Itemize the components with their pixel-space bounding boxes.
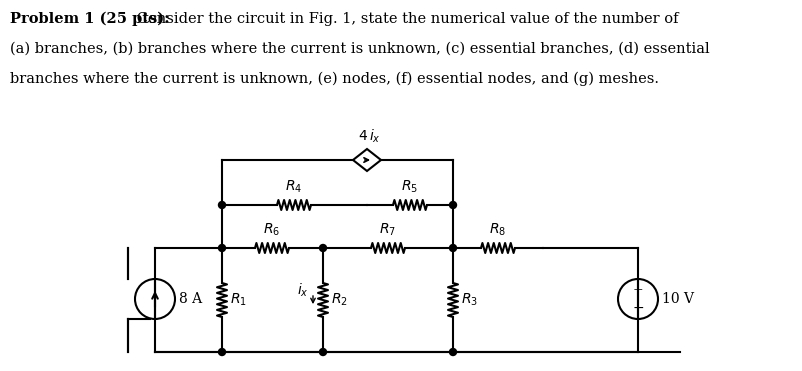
Text: $R_3$: $R_3$: [461, 292, 478, 308]
Text: $R_4$: $R_4$: [286, 178, 302, 195]
Text: $R_1$: $R_1$: [230, 292, 247, 308]
Text: Consider the circuit in Fig. 1, state the numerical value of the number of: Consider the circuit in Fig. 1, state th…: [132, 12, 678, 26]
Circle shape: [449, 201, 456, 209]
Circle shape: [218, 201, 225, 209]
Circle shape: [218, 244, 225, 252]
Circle shape: [218, 348, 225, 355]
Text: $4\,i_x$: $4\,i_x$: [358, 128, 380, 145]
Text: branches where the current is unknown, (e) nodes, (f) essential nodes, and (g) m: branches where the current is unknown, (…: [10, 72, 659, 86]
Circle shape: [449, 348, 456, 355]
Circle shape: [319, 348, 326, 355]
Text: Problem 1 (25 pts):: Problem 1 (25 pts):: [10, 12, 170, 26]
Text: $R_2$: $R_2$: [331, 292, 348, 308]
Text: −: −: [632, 301, 644, 315]
Text: (a) branches, (b) branches where the current is unknown, (c) essential branches,: (a) branches, (b) branches where the cur…: [10, 42, 710, 56]
Text: $R_5$: $R_5$: [402, 178, 419, 195]
Text: 10 V: 10 V: [662, 292, 694, 306]
Text: 8 A: 8 A: [179, 292, 202, 306]
Circle shape: [319, 244, 326, 252]
Text: +: +: [633, 283, 643, 296]
Text: $R_7$: $R_7$: [379, 221, 396, 238]
Circle shape: [449, 244, 456, 252]
Text: $i_x$: $i_x$: [298, 281, 309, 299]
Text: $R_6$: $R_6$: [263, 221, 281, 238]
Text: $R_8$: $R_8$: [489, 221, 507, 238]
